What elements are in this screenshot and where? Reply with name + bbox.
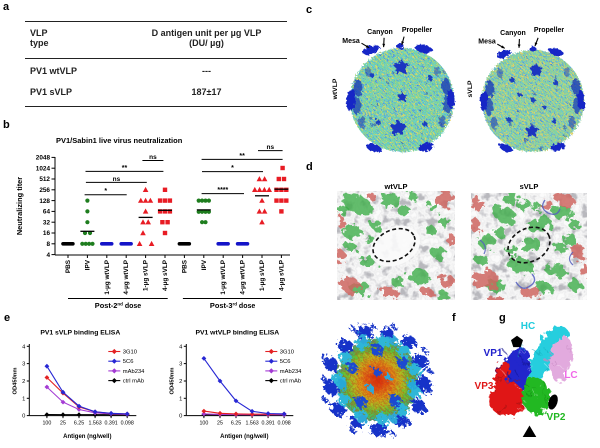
svg-text:25: 25 bbox=[60, 421, 66, 427]
svg-text:6.25: 6.25 bbox=[231, 421, 241, 427]
svg-text:0.098: 0.098 bbox=[277, 421, 290, 427]
svg-text:4: 4 bbox=[46, 252, 50, 259]
svg-text:0.098: 0.098 bbox=[121, 421, 134, 427]
svg-text:0.391: 0.391 bbox=[104, 421, 117, 427]
svg-text:wtVLP: wtVLP bbox=[384, 182, 408, 191]
svg-text:Neutralizing titer: Neutralizing titer bbox=[15, 177, 24, 235]
svg-text:PV1/Sabin1 live virus neutrali: PV1/Sabin1 live virus neutralization bbox=[56, 136, 183, 145]
svg-text:Post-2nd dose: Post-2nd dose bbox=[95, 301, 141, 310]
svg-text:64: 64 bbox=[43, 209, 51, 216]
svg-text:1024: 1024 bbox=[36, 165, 51, 172]
svg-text:HC: HC bbox=[521, 321, 535, 332]
svg-text:sVLP: sVLP bbox=[520, 182, 539, 191]
svg-text:4-µg sVLP: 4-µg sVLP bbox=[162, 259, 169, 291]
svg-text:LC: LC bbox=[564, 370, 577, 381]
svg-text:PBS: PBS bbox=[65, 259, 72, 273]
svg-text:32: 32 bbox=[43, 219, 51, 226]
svg-text:mAb234: mAb234 bbox=[123, 369, 145, 375]
svg-text:1.563: 1.563 bbox=[88, 421, 101, 427]
svg-text:0: 0 bbox=[179, 414, 182, 420]
svg-text:2: 2 bbox=[179, 379, 182, 385]
svg-text:3G10: 3G10 bbox=[123, 350, 137, 356]
svg-text:**: ** bbox=[239, 153, 245, 160]
svg-text:4-µg wtVLP: 4-µg wtVLP bbox=[123, 259, 130, 294]
svg-text:4-µg wtVLP: 4-µg wtVLP bbox=[240, 259, 247, 294]
svg-text:VP1: VP1 bbox=[484, 348, 503, 359]
svg-text:128: 128 bbox=[39, 198, 50, 205]
svg-text:IPV: IPV bbox=[201, 259, 208, 270]
svg-text:2: 2 bbox=[22, 379, 25, 385]
svg-text:Mesa: Mesa bbox=[342, 38, 360, 45]
svg-text:Propeller: Propeller bbox=[402, 27, 433, 34]
svg-text:16: 16 bbox=[43, 230, 51, 237]
svg-text:**: ** bbox=[122, 165, 128, 172]
svg-text:3G10: 3G10 bbox=[280, 350, 294, 356]
svg-text:PV1 wtVLP binding ELISA: PV1 wtVLP binding ELISA bbox=[195, 330, 279, 337]
svg-text:PBS: PBS bbox=[181, 259, 188, 273]
svg-text:Mesa: Mesa bbox=[478, 39, 496, 46]
svg-text:PV1 sVLP binding ELISA: PV1 sVLP binding ELISA bbox=[40, 330, 120, 337]
svg-text:4-µg sVLP: 4-µg sVLP bbox=[278, 259, 285, 291]
svg-text:****: **** bbox=[217, 187, 228, 194]
svg-text:1.563: 1.563 bbox=[245, 421, 258, 427]
svg-text:wtVLP: wtVLP bbox=[332, 78, 339, 100]
svg-text:ns: ns bbox=[113, 176, 121, 183]
svg-text:IPV: IPV bbox=[84, 259, 91, 270]
svg-text:ctrl mAb: ctrl mAb bbox=[280, 379, 301, 385]
svg-text:mAb234: mAb234 bbox=[280, 369, 302, 375]
svg-text:100: 100 bbox=[199, 421, 208, 427]
svg-text:5C6: 5C6 bbox=[280, 359, 291, 365]
svg-text:512: 512 bbox=[39, 176, 50, 183]
svg-text:Post-3rd dose: Post-3rd dose bbox=[210, 301, 255, 310]
svg-text:OD450nm: OD450nm bbox=[12, 367, 18, 394]
svg-text:VP3: VP3 bbox=[475, 381, 494, 392]
svg-text:Propeller: Propeller bbox=[534, 27, 565, 34]
svg-text:100: 100 bbox=[42, 421, 51, 427]
svg-text:1: 1 bbox=[22, 396, 25, 402]
svg-text:Antigen (ng/well): Antigen (ng/well) bbox=[220, 434, 268, 440]
svg-text:3: 3 bbox=[22, 362, 25, 368]
svg-text:Canyon: Canyon bbox=[367, 29, 393, 36]
svg-text:1-µg wtVLP: 1-µg wtVLP bbox=[220, 259, 227, 294]
svg-text:ns: ns bbox=[267, 144, 275, 151]
svg-text:2048: 2048 bbox=[36, 155, 51, 162]
svg-text:1: 1 bbox=[179, 396, 182, 402]
svg-text:1-µg sVLP: 1-µg sVLP bbox=[143, 259, 150, 291]
svg-text:*: * bbox=[231, 165, 234, 172]
svg-text:4: 4 bbox=[22, 344, 26, 350]
svg-text:OD450nm: OD450nm bbox=[169, 367, 175, 394]
svg-text:3: 3 bbox=[179, 362, 182, 368]
svg-text:*: * bbox=[104, 188, 107, 195]
svg-text:ns: ns bbox=[149, 154, 157, 161]
svg-text:8: 8 bbox=[46, 241, 50, 248]
svg-text:1-µg wtVLP: 1-µg wtVLP bbox=[104, 259, 111, 294]
svg-text:256: 256 bbox=[39, 187, 50, 194]
svg-text:6.25: 6.25 bbox=[74, 421, 84, 427]
svg-text:0.391: 0.391 bbox=[261, 421, 274, 427]
svg-text:0: 0 bbox=[22, 414, 25, 420]
svg-text:Antigen (ng/well): Antigen (ng/well) bbox=[63, 434, 111, 440]
svg-text:VP2: VP2 bbox=[547, 412, 566, 423]
svg-text:sVLP: sVLP bbox=[467, 80, 474, 97]
svg-text:25: 25 bbox=[217, 421, 223, 427]
svg-text:Canyon: Canyon bbox=[500, 30, 526, 37]
svg-text:5C6: 5C6 bbox=[123, 359, 134, 365]
svg-text:1-µg sVLP: 1-µg sVLP bbox=[259, 259, 266, 291]
svg-text:ctrl mAb: ctrl mAb bbox=[123, 379, 144, 385]
svg-text:4: 4 bbox=[179, 344, 183, 350]
